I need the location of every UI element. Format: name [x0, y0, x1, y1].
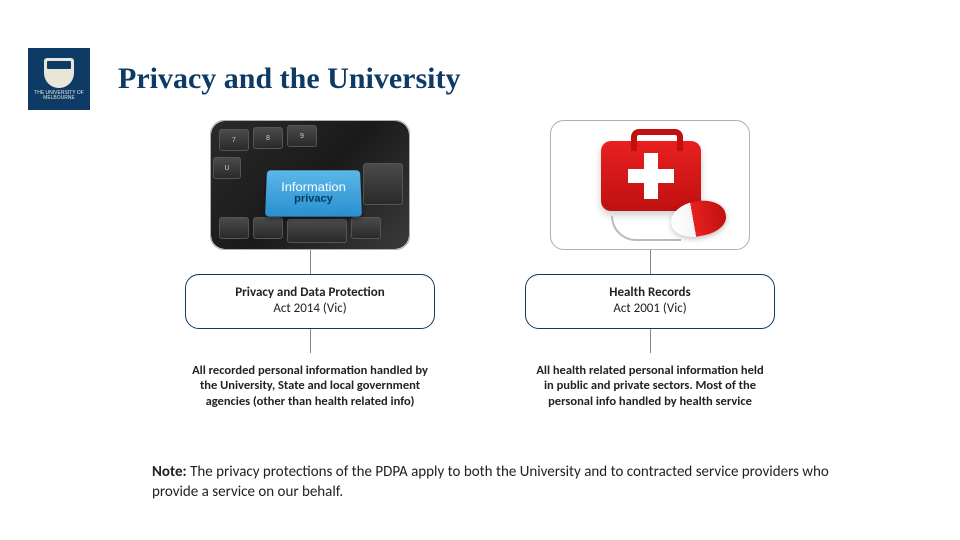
keyboard-key [253, 217, 283, 239]
image-medical-kit [550, 120, 750, 250]
logo-crest-icon [44, 58, 74, 88]
keyboard-key: 7 [219, 129, 249, 151]
cross-icon [628, 169, 674, 183]
description-health: All health related personal information … [520, 353, 780, 420]
keyboard-key [219, 217, 249, 239]
keyboard-key: U [213, 157, 241, 179]
act-box-health: Health Records Act 2001 (Vic) [525, 274, 775, 329]
keyboard-key [287, 219, 347, 243]
connector-line [650, 250, 651, 274]
keyboard-key [351, 217, 381, 239]
keyboard-key [363, 163, 403, 205]
act-box-privacy: Privacy and Data Protection Act 2014 (Vi… [185, 274, 435, 329]
description-privacy: All recorded personal information handle… [180, 353, 440, 420]
medical-kit-icon [601, 141, 701, 211]
connector-line [310, 250, 311, 274]
note-label: Note: [152, 463, 187, 481]
privacy-key-line2: privacy [294, 193, 333, 205]
connector-line [650, 329, 651, 353]
act-title: Health Records [540, 285, 760, 301]
connector-line [310, 329, 311, 353]
column-privacy: 7 8 9 U Information privacy Privacy and … [170, 120, 450, 419]
slide-title: Privacy and the University [118, 62, 460, 96]
act-subtitle: Act 2014 (Vic) [200, 301, 420, 317]
act-subtitle: Act 2001 (Vic) [540, 301, 760, 317]
column-health: Health Records Act 2001 (Vic) All health… [510, 120, 790, 419]
logo-text: THE UNIVERSITY OF MELBOURNE [28, 91, 90, 101]
footer-note: Note: The privacy protections of the PDP… [152, 462, 852, 503]
keyboard-key: 8 [253, 127, 283, 149]
act-title: Privacy and Data Protection [200, 285, 420, 301]
university-logo: THE UNIVERSITY OF MELBOURNE [28, 48, 90, 110]
keyboard-key: 9 [287, 125, 317, 147]
privacy-key-line1: Information [281, 181, 346, 193]
privacy-key-icon: Information privacy [265, 170, 362, 216]
note-text: The privacy protections of the PDPA appl… [152, 463, 829, 501]
content-columns: 7 8 9 U Information privacy Privacy and … [170, 120, 790, 419]
image-privacy-keyboard: 7 8 9 U Information privacy [210, 120, 410, 250]
